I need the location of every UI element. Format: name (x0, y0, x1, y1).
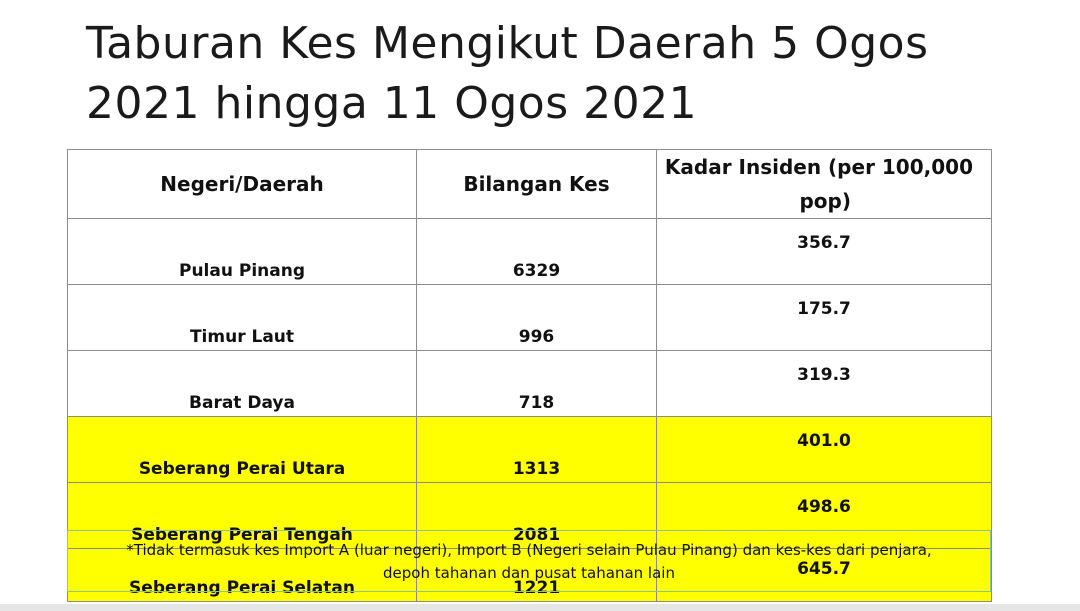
cases-cell: 1221 (416, 548, 657, 602)
footnote-line-2: depoh tahanan dan pusat tahanan lain (383, 564, 675, 582)
table-row-highlighted: Seberang Perai Utara 1313 401.0 (67, 416, 992, 483)
footnote-line-1: *Tidak termasuk kes Import A (luar neger… (126, 541, 932, 559)
region-cell: Seberang Perai Utara (67, 416, 417, 483)
footnote-box: *Tidak termasuk kes Import A (luar neger… (67, 530, 991, 592)
title-line-1: Taburan Kes Mengikut Daerah 5 Ogos (86, 18, 929, 69)
rate-cell: 401.0 (656, 416, 992, 483)
region-cell: Timur Laut (67, 284, 417, 351)
cases-cell: 996 (416, 284, 657, 351)
rate-cell: 356.7 (656, 218, 992, 285)
table-row: Barat Daya 718 319.3 (67, 350, 992, 417)
cases-cell: 718 (416, 350, 657, 417)
header-incidence-rate: Kadar Insiden (per 100,000 pop) (656, 149, 992, 219)
slide-title: Taburan Kes Mengikut Daerah 5 Ogos 2021 … (86, 14, 1046, 134)
rate-cell: 319.3 (656, 350, 992, 417)
header-cases: Bilangan Kes (416, 149, 657, 219)
window-bottom-edge (0, 604, 1080, 611)
rate-cell: 645.7 (656, 548, 992, 602)
region-cell: Seberang Perai Tengah (67, 482, 417, 549)
table-row: Pulau Pinang 6329 356.7 (67, 218, 992, 285)
table-header-row: Negeri/Daerah Bilangan Kes Kadar Insiden… (67, 149, 992, 219)
region-cell: Seberang Perai Selatan (67, 548, 417, 602)
header-rate-line-1: Kadar Insiden (per 100,000 (664, 155, 973, 179)
region-cell: Barat Daya (67, 350, 417, 417)
region-cell: Pulau Pinang (67, 218, 417, 285)
header-rate-line-2: pop) (799, 189, 851, 213)
rate-cell: 175.7 (656, 284, 992, 351)
table-row: Timur Laut 996 175.7 (67, 284, 992, 351)
table-row-highlighted: Seberang Perai Selatan 1221 645.7 (67, 548, 992, 602)
title-line-2: 2021 hingga 11 Ogos 2021 (86, 78, 698, 129)
header-region: Negeri/Daerah (67, 149, 417, 219)
cases-cell: 1313 (416, 416, 657, 483)
rate-cell: 498.6 (656, 482, 992, 549)
case-distribution-table: Negeri/Daerah Bilangan Kes Kadar Insiden… (67, 149, 992, 602)
cases-cell: 6329 (416, 218, 657, 285)
